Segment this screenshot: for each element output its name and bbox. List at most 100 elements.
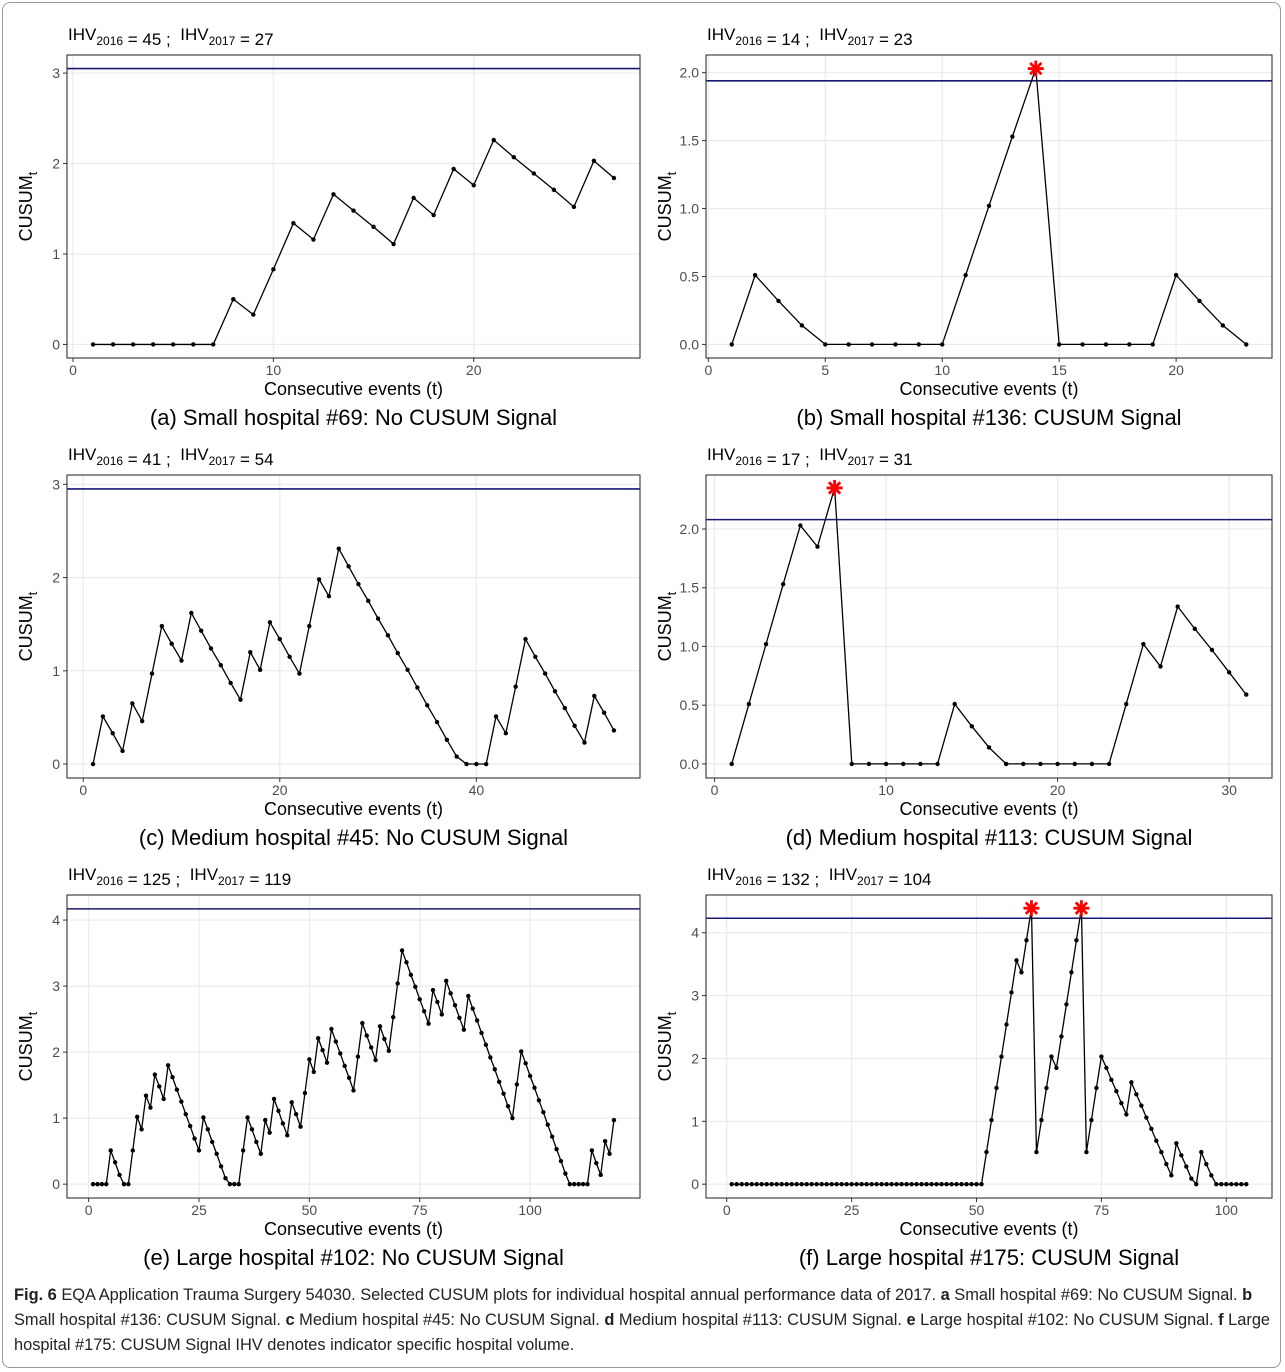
annotation-text: = 27: [235, 30, 273, 49]
annotation-label: IHV: [819, 25, 848, 44]
point: [174, 1087, 180, 1092]
point: [1219, 1181, 1224, 1187]
point: [567, 1181, 573, 1187]
point: [510, 1115, 515, 1121]
point: [218, 1164, 224, 1169]
point: [130, 342, 136, 347]
annotation-text: = 17 ;: [762, 450, 819, 469]
point: [999, 1054, 1004, 1059]
y-tick-label: 4: [52, 912, 60, 928]
point: [1174, 1141, 1179, 1146]
caption-run: a: [940, 1286, 950, 1304]
point: [1034, 1149, 1039, 1155]
point: [377, 1024, 383, 1029]
point: [466, 993, 471, 999]
point: [986, 745, 992, 750]
point: [1021, 761, 1026, 767]
point: [1169, 1173, 1174, 1178]
annotation-label: IHV: [707, 865, 736, 884]
x-tick-label: 5: [821, 362, 829, 378]
point: [883, 761, 889, 767]
point: [329, 1026, 334, 1032]
x-tick-label: 10: [878, 782, 894, 798]
point: [1244, 342, 1249, 347]
caption-run: Fig. 6: [14, 1286, 57, 1304]
point: [150, 342, 156, 347]
y-tick-label: 1.5: [680, 580, 700, 596]
point: [729, 761, 734, 767]
point: [594, 1160, 599, 1166]
point: [536, 1098, 542, 1103]
y-tick-label: 1: [52, 663, 60, 679]
point: [249, 1127, 255, 1132]
point: [889, 1181, 894, 1187]
annotation-text: = 54: [235, 450, 273, 469]
caption-run: f: [1218, 1311, 1224, 1329]
point: [434, 719, 440, 725]
point: [809, 1181, 814, 1187]
point: [1204, 1161, 1209, 1167]
point: [1194, 1181, 1199, 1187]
y-tick-label: 2.0: [680, 65, 700, 81]
point: [591, 158, 597, 164]
caption-run: Large hospital #102: No CUSUM Signal.: [915, 1311, 1219, 1329]
point: [351, 1088, 356, 1093]
annotation-text: = 31: [874, 450, 912, 469]
point: [1149, 1126, 1154, 1132]
x-tick-label: 50: [302, 1202, 318, 1218]
point: [799, 323, 805, 328]
caption-run: Small hospital #69: No CUSUM Signal.: [949, 1286, 1243, 1304]
point: [263, 1117, 268, 1123]
point: [814, 1181, 819, 1187]
point: [236, 1181, 241, 1187]
point: [382, 1036, 387, 1042]
point: [316, 577, 322, 582]
point: [368, 1045, 374, 1050]
point: [563, 1171, 568, 1176]
point: [238, 697, 243, 702]
point: [954, 1181, 959, 1187]
y-axis-label-text: CUSUM: [16, 595, 36, 661]
point: [974, 1181, 979, 1187]
panel-caption: (c) Medium hospital #45: No CUSUM Signal: [139, 825, 568, 850]
x-tick-label: 30: [1221, 782, 1237, 798]
annotation-sub: 2016: [735, 874, 762, 888]
point: [411, 195, 416, 201]
point: [1038, 761, 1043, 767]
point: [1049, 1054, 1054, 1059]
point: [405, 667, 410, 673]
point: [157, 1084, 162, 1089]
point: [1199, 1149, 1204, 1155]
point: [899, 1181, 904, 1187]
x-tick-label: 25: [844, 1202, 860, 1218]
point: [99, 1181, 105, 1187]
point: [501, 1091, 506, 1096]
annotation-sub: 2017: [848, 34, 875, 48]
panel-caption: (b) Small hospital #136: CUSUM Signal: [796, 405, 1181, 430]
point: [804, 1181, 809, 1187]
annotation: IHV2016 = 132 ; IHV2017 = 104: [707, 865, 931, 889]
x-tick-label: 100: [1215, 1202, 1239, 1218]
annotation-text: = 104: [884, 870, 932, 889]
point: [179, 658, 184, 663]
panel-caption: (f) Large hospital #175: CUSUM Signal: [799, 1245, 1179, 1270]
annotation-label: IHV: [68, 445, 97, 464]
panel-caption: (d) Medium hospital #113: CUSUM Signal: [786, 825, 1193, 850]
annotation-sub: 2016: [96, 34, 123, 48]
plot-background: [706, 895, 1272, 1198]
point: [488, 1055, 493, 1060]
annotation-sub: 2017: [857, 874, 884, 888]
y-axis-label-text: CUSUM: [655, 1015, 675, 1081]
point: [277, 636, 282, 642]
point: [444, 978, 449, 984]
point: [104, 1181, 109, 1187]
point: [904, 1181, 909, 1187]
point: [1139, 1103, 1144, 1108]
point: [552, 689, 558, 694]
point: [901, 761, 906, 767]
point: [864, 1181, 869, 1187]
point: [824, 1181, 829, 1187]
point: [315, 1036, 321, 1041]
point: [523, 1061, 528, 1066]
